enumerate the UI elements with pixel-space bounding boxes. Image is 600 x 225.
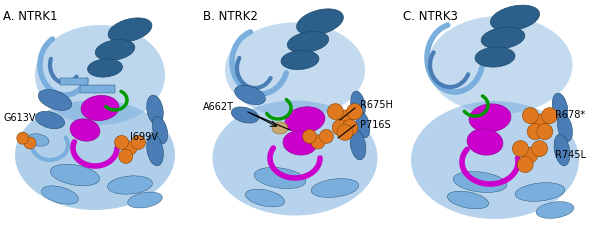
Text: R678*: R678* — [555, 110, 585, 120]
Ellipse shape — [536, 202, 574, 218]
Circle shape — [328, 104, 343, 120]
Ellipse shape — [254, 167, 306, 189]
Text: R675H: R675H — [360, 100, 393, 110]
Ellipse shape — [35, 111, 65, 129]
Ellipse shape — [232, 107, 259, 123]
Ellipse shape — [552, 93, 568, 123]
Ellipse shape — [272, 122, 288, 134]
Ellipse shape — [35, 25, 165, 125]
Circle shape — [527, 124, 543, 140]
Ellipse shape — [146, 134, 163, 166]
Circle shape — [542, 108, 557, 124]
Circle shape — [532, 141, 548, 157]
Ellipse shape — [50, 164, 100, 186]
Ellipse shape — [281, 50, 319, 70]
Ellipse shape — [27, 134, 49, 146]
Ellipse shape — [490, 5, 539, 31]
Circle shape — [332, 120, 348, 136]
Ellipse shape — [469, 104, 511, 132]
Ellipse shape — [70, 119, 100, 141]
Ellipse shape — [38, 90, 72, 110]
Ellipse shape — [128, 192, 162, 208]
Ellipse shape — [356, 112, 370, 138]
Text: P716S: P716S — [360, 120, 391, 130]
Circle shape — [523, 108, 538, 124]
Ellipse shape — [350, 91, 365, 119]
FancyBboxPatch shape — [80, 85, 115, 93]
Ellipse shape — [515, 183, 565, 201]
Circle shape — [337, 124, 353, 140]
Ellipse shape — [287, 32, 329, 52]
Circle shape — [17, 132, 29, 144]
Circle shape — [342, 120, 358, 136]
Circle shape — [512, 141, 529, 157]
Ellipse shape — [453, 171, 507, 192]
Ellipse shape — [557, 114, 572, 142]
Ellipse shape — [350, 130, 366, 160]
Circle shape — [115, 135, 128, 149]
Ellipse shape — [554, 134, 570, 166]
Ellipse shape — [147, 95, 163, 125]
Ellipse shape — [81, 95, 119, 121]
Ellipse shape — [283, 131, 317, 155]
Circle shape — [131, 135, 145, 149]
Ellipse shape — [95, 40, 135, 61]
Circle shape — [319, 129, 334, 143]
Ellipse shape — [152, 116, 167, 144]
Circle shape — [522, 147, 538, 163]
Circle shape — [532, 114, 548, 130]
FancyBboxPatch shape — [60, 78, 88, 85]
Ellipse shape — [108, 18, 152, 42]
Circle shape — [311, 135, 325, 149]
Ellipse shape — [285, 107, 325, 133]
Text: A662T: A662T — [203, 102, 234, 112]
Ellipse shape — [448, 191, 488, 209]
Ellipse shape — [427, 16, 572, 114]
Text: I699V: I699V — [130, 132, 158, 142]
Ellipse shape — [88, 59, 122, 77]
Ellipse shape — [245, 189, 284, 207]
Circle shape — [24, 137, 36, 149]
Circle shape — [347, 104, 362, 120]
Ellipse shape — [15, 100, 175, 210]
Ellipse shape — [212, 101, 377, 216]
Ellipse shape — [296, 9, 343, 35]
Ellipse shape — [481, 27, 525, 49]
Ellipse shape — [235, 85, 265, 105]
Text: G613V: G613V — [4, 113, 37, 123]
Text: A. NTRK1: A. NTRK1 — [3, 10, 58, 23]
Circle shape — [302, 129, 317, 143]
Circle shape — [337, 110, 353, 126]
Circle shape — [537, 124, 553, 140]
Ellipse shape — [467, 129, 503, 155]
Ellipse shape — [41, 186, 79, 204]
Ellipse shape — [411, 101, 579, 219]
Circle shape — [123, 141, 137, 155]
Ellipse shape — [311, 179, 359, 197]
Circle shape — [119, 149, 133, 163]
Ellipse shape — [107, 176, 152, 194]
Ellipse shape — [475, 47, 515, 67]
Text: R745L: R745L — [555, 150, 586, 160]
Text: B. NTRK2: B. NTRK2 — [203, 10, 258, 23]
Ellipse shape — [225, 22, 365, 117]
Circle shape — [517, 157, 533, 173]
Text: C. NTRK3: C. NTRK3 — [403, 10, 458, 23]
